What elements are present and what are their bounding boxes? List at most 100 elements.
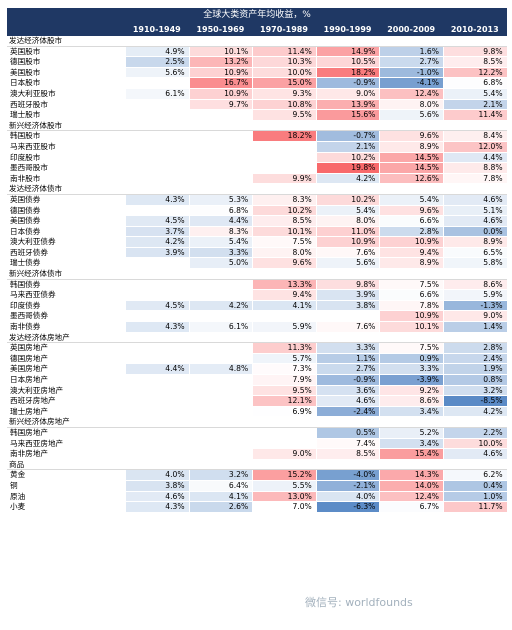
table-row: 日本债券 3.7% 8.3% 10.1% 11.0% 2.8% 0.0% — [7, 226, 507, 238]
value-cell — [188, 173, 253, 184]
value-cell: 5.1% — [442, 205, 507, 216]
value-cell: 9.0% — [442, 311, 507, 322]
section-label: 发达经济体股市 — [9, 36, 63, 45]
table-row: 西班牙房地产 12.1% 4.6% 8.6% -8.5% — [7, 396, 507, 407]
value-cell: 2.8% — [379, 226, 443, 237]
value-cell: 4.8% — [188, 364, 253, 374]
value-cell — [125, 205, 189, 216]
value-cell: 4.0% — [315, 491, 380, 502]
value-cell: 14.5% — [379, 152, 443, 163]
value-cell: -0.9% — [315, 78, 380, 88]
row-label: 印度股市 — [10, 152, 41, 162]
value-cell: 2.4% — [442, 353, 507, 364]
value-cell — [125, 396, 189, 406]
value-cell: 9.4% — [379, 247, 443, 258]
value-cell: 13.9% — [315, 99, 380, 110]
value-cell: 4.3% — [125, 502, 189, 512]
value-cell: 9.0% — [315, 88, 380, 99]
row-label: 小麦 — [10, 502, 26, 512]
value-cell: 10.2% — [252, 205, 316, 216]
value-cell — [125, 449, 189, 459]
value-cell: 4.9% — [125, 46, 189, 57]
row-label: 德国债券 — [10, 205, 41, 215]
value-cell — [188, 152, 253, 163]
row-label: 日本股市 — [10, 78, 41, 88]
value-cell: 2.8% — [442, 343, 507, 353]
value-cell: 10.2% — [315, 194, 380, 205]
row-label: 美国房地产 — [10, 364, 48, 374]
value-cell: 19.8% — [315, 163, 380, 173]
value-cell — [252, 438, 316, 449]
value-cell — [125, 99, 189, 110]
table-row: 墨西哥债券 10.9% 9.0% — [7, 311, 507, 323]
section-label: 新兴经济体房地产 — [9, 417, 70, 427]
value-cell: 6.6% — [379, 216, 443, 226]
value-cell: 14.3% — [379, 470, 443, 480]
table-row: 马来西亚房地产 7.4% 3.4% 10.0% — [7, 438, 507, 450]
value-cell: 10.1% — [379, 322, 443, 332]
table-row: 小麦 4.3% 2.6% 7.0% -6.3% 6.7% 11.7% — [7, 502, 507, 513]
value-cell: 6.7% — [379, 502, 443, 512]
value-cell: 5.4% — [379, 194, 443, 205]
value-cell: 7.0% — [252, 502, 316, 512]
value-cell: 6.2% — [442, 470, 507, 480]
value-cell: 7.6% — [315, 322, 380, 332]
value-cell — [125, 163, 189, 173]
row-label: 瑞士股市 — [10, 110, 41, 120]
table-row: 南非股市 9.9% 4.2% 12.6% 7.8% — [7, 173, 507, 185]
table-row: 德国股市 2.5% 13.2% 10.3% 10.5% 2.7% 8.5% — [7, 57, 507, 68]
table-row: 德国债券 6.8% 10.2% 5.4% 9.6% 5.1% — [7, 205, 507, 217]
value-cell: -1.3% — [442, 300, 507, 311]
value-cell: 15.6% — [315, 110, 380, 120]
value-cell — [125, 110, 189, 120]
value-cell: 10.9% — [188, 88, 253, 99]
value-cell — [188, 427, 253, 438]
value-cell: 9.9% — [252, 173, 316, 184]
value-cell: 7.4% — [315, 438, 380, 449]
table-row: 马来西亚股市 2.1% 8.9% 12.0% — [7, 141, 507, 153]
table-row: 瑞士股市 9.5% 15.6% 5.6% 11.4% — [7, 110, 507, 121]
value-cell: 1.6% — [379, 46, 443, 57]
value-cell: 4.6% — [442, 216, 507, 226]
section-label: 发达经济体债市 — [9, 184, 63, 194]
value-cell — [252, 152, 316, 163]
table-body: 发达经济体股市 英国股市 4.9% 10.1% 11.4% 14.9% 1.6% 9.8% 德国… — [7, 36, 507, 513]
value-cell: 9.6% — [379, 131, 443, 141]
value-cell: 5.6% — [125, 67, 189, 78]
value-cell — [125, 78, 189, 88]
value-cell: 8.0% — [379, 99, 443, 110]
value-cell — [188, 311, 253, 322]
row-label: 西班牙房地产 — [10, 396, 56, 406]
value-cell: 8.0% — [315, 216, 380, 226]
value-cell: 7.9% — [252, 375, 316, 385]
value-cell: 2.2% — [442, 427, 507, 438]
value-cell: 3.2% — [188, 470, 253, 480]
column-header: 2010-2013 — [450, 25, 499, 34]
value-cell: 7.5% — [252, 237, 316, 247]
value-cell: 4.3% — [125, 194, 189, 205]
table-row: 英国债券 4.3% 5.3% 8.3% 10.2% 5.4% 4.6% — [7, 194, 507, 206]
value-cell: 5.4% — [315, 205, 380, 216]
row-label: 马来西亚股市 — [10, 141, 56, 151]
table-row: 墨西哥股市 19.8% 14.5% 8.8% — [7, 163, 507, 174]
value-cell: 12.4% — [379, 491, 443, 502]
value-cell: 8.9% — [379, 141, 443, 152]
value-cell: 7.3% — [252, 364, 316, 374]
value-cell — [125, 173, 189, 184]
table-row: 韩国债券 13.3% 9.8% 7.5% 8.6% — [7, 279, 507, 291]
value-cell — [188, 449, 253, 459]
value-cell: 0.4% — [442, 480, 507, 491]
value-cell: 9.5% — [252, 385, 316, 396]
value-cell: 6.5% — [442, 247, 507, 258]
value-cell: 3.9% — [125, 247, 189, 258]
value-cell: 3.4% — [379, 406, 443, 417]
table-row: 韩国房地产 0.5% 5.2% 2.2% — [7, 427, 507, 439]
section-label: 发达经济体房地产 — [9, 332, 70, 342]
section-label: 新兴经济体债市 — [9, 269, 63, 279]
value-cell: 10.3% — [252, 57, 316, 67]
table-row: 德国房地产 5.7% 1.1% 0.9% 2.4% — [7, 353, 507, 365]
value-cell: 2.6% — [188, 502, 253, 512]
table-row: 铜 3.8% 6.4% 5.5% -2.1% 14.0% 0.4% — [7, 480, 507, 492]
value-cell — [125, 290, 189, 300]
value-cell — [188, 406, 253, 417]
